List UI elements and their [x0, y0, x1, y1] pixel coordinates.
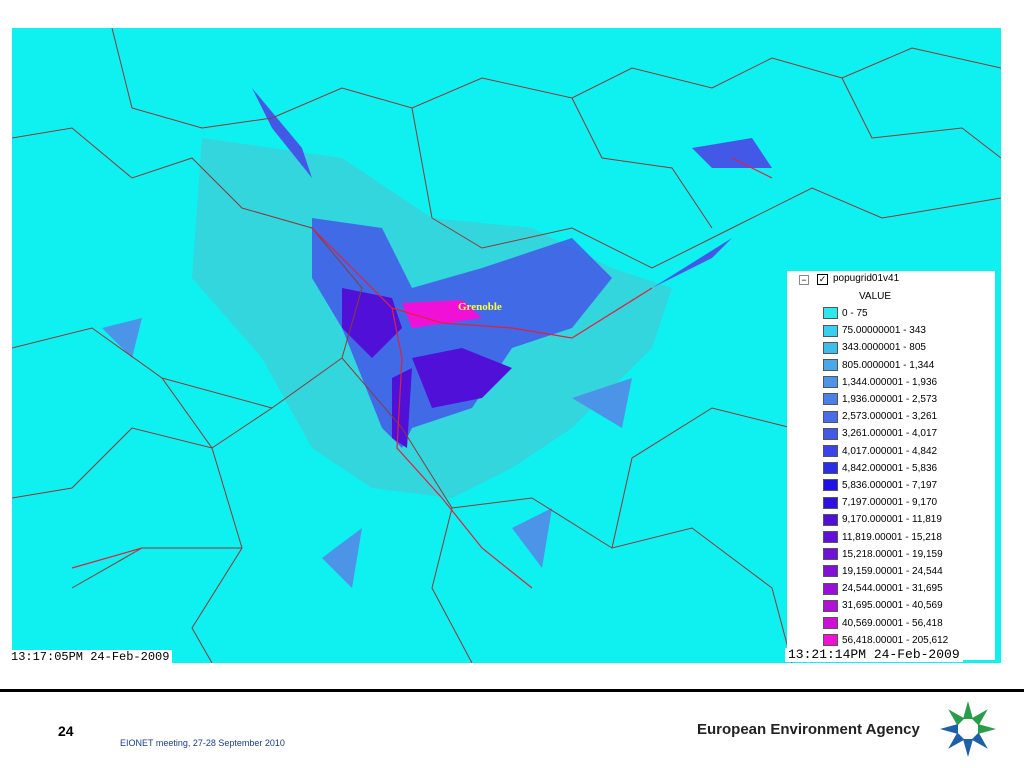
- legend-label: 1,936.000001 - 2,573: [842, 394, 938, 405]
- legend-label: 24,544.00001 - 31,695: [842, 583, 943, 595]
- legend-swatch: [823, 548, 838, 561]
- legend-item: 7,197.000001 - 9,170: [823, 496, 937, 510]
- agency: European Environment Agency: [697, 721, 920, 738]
- legend-item: 1,344.000001 - 1,936: [823, 376, 937, 390]
- legend-swatch: [823, 324, 838, 337]
- legend-label: 2,573.000001 - 3,261: [842, 411, 938, 423]
- legend-swatch: [823, 341, 838, 354]
- page-number: 24: [58, 723, 74, 739]
- legend-label: 75.00000001 - 343: [842, 325, 926, 337]
- logo: [940, 701, 996, 757]
- legend-swatch: [823, 530, 838, 543]
- legend-label: 0 - 75: [842, 308, 868, 319]
- density-blob: [342, 288, 512, 448]
- legend-item: 31,695.00001 - 40,569: [823, 599, 943, 613]
- legend-item: 0 - 75: [823, 307, 868, 321]
- legend: − ✓ popugrid01v41 VALUE 0 - 75 75.0000000…: [787, 271, 995, 660]
- legend-swatch: [823, 427, 838, 440]
- legend-swatch: [823, 376, 838, 389]
- legend-item: 5,836.000001 - 7,197: [823, 479, 937, 493]
- legend-swatch: [823, 599, 838, 612]
- legend-swatch: [823, 513, 838, 526]
- divider: [0, 689, 1024, 692]
- legend-swatch: [823, 616, 838, 629]
- collapse-icon[interactable]: −: [799, 275, 809, 285]
- legend-item: 805.0000001 - 1,344: [823, 358, 935, 373]
- density-core: [402, 300, 482, 328]
- legend-item: 1,936.000001 - 2,573: [823, 393, 937, 407]
- boundaries: [12, 28, 1001, 663]
- place-label: Grenoble: [458, 301, 502, 313]
- legend-item: 2,573.000001 - 3,261: [823, 410, 937, 424]
- legend-label: 56,418.00001 - 205,612: [842, 634, 949, 646]
- legend-label: 343.0000001 - 805: [842, 342, 926, 354]
- legend-swatch: [823, 565, 838, 578]
- legend-label: 805.0000001 - 1,344: [842, 359, 935, 371]
- legend-swatch: [823, 444, 838, 457]
- legend-label: 40,569.00001 - 56,418: [842, 617, 943, 629]
- legend-swatch: [823, 358, 838, 371]
- legend-label: 19,159.00001 - 24,544: [842, 566, 943, 577]
- legend-label: 11,819.00001 - 15,218: [842, 531, 942, 543]
- legend-swatch: [823, 307, 838, 320]
- legend-item: 9,170.000001 - 11,819: [823, 513, 942, 527]
- meeting: EIONET meeting, 27-28 September 2010: [120, 738, 285, 748]
- legend-item: 3,261.000001 - 4,017: [823, 427, 937, 441]
- legend-swatch: [823, 634, 838, 647]
- timestamp: 13:17:05PM 24-Feb-2009: [8, 650, 173, 664]
- legend-label: 3,261.000001 - 4,017: [842, 428, 938, 440]
- legend-swatch: [823, 582, 838, 595]
- legend-label: 31,695.00001 - 40,569: [842, 600, 943, 612]
- legend-item: 56,418.00001 - 205,612: [823, 634, 948, 648]
- legend-label: 1,344.000001 - 1,936: [842, 376, 938, 388]
- density-blob: [312, 218, 612, 448]
- legend-swatch: [823, 393, 838, 406]
- legend-field: VALUE: [859, 291, 892, 302]
- legend-item: 4,842.000001 - 5,836: [823, 462, 937, 476]
- legend-item: 19,159.00001 - 24,544: [823, 565, 943, 579]
- legend-swatch: [823, 496, 838, 509]
- legend-item: 343.0000001 - 805: [823, 341, 926, 355]
- legend-label: 4,017.000001 - 4,842: [842, 445, 938, 457]
- legend-swatch: [823, 462, 838, 475]
- legend-layer: popugrid01v41: [833, 273, 900, 284]
- timestamp: 13:21:14PM 24-Feb-2009: [785, 648, 963, 662]
- legend-item: 15,218.00001 - 19,159: [823, 548, 943, 562]
- legend-item: 11,819.00001 - 15,218: [823, 530, 942, 545]
- legend-label: 4,842.000001 - 5,836: [842, 462, 938, 474]
- legend-item: 24,544.00001 - 31,695: [823, 582, 943, 596]
- legend-item: 40,569.00001 - 56,418: [823, 616, 943, 631]
- legend-label: 15,218.00001 - 19,159: [842, 548, 943, 560]
- legend-item: 75.00000001 - 343: [823, 324, 926, 338]
- legend-label: 5,836.000001 - 7,197: [842, 480, 938, 491]
- roads: [71, 157, 773, 589]
- legend-label: 7,197.000001 - 9,170: [842, 497, 938, 509]
- legend-swatch: [823, 479, 838, 492]
- legend-item: 4,017.000001 - 4,842: [823, 444, 938, 459]
- legend-swatch: [823, 410, 838, 423]
- legend-label: 9,170.000001 - 11,819: [842, 514, 942, 526]
- checkbox[interactable]: ✓: [817, 274, 828, 285]
